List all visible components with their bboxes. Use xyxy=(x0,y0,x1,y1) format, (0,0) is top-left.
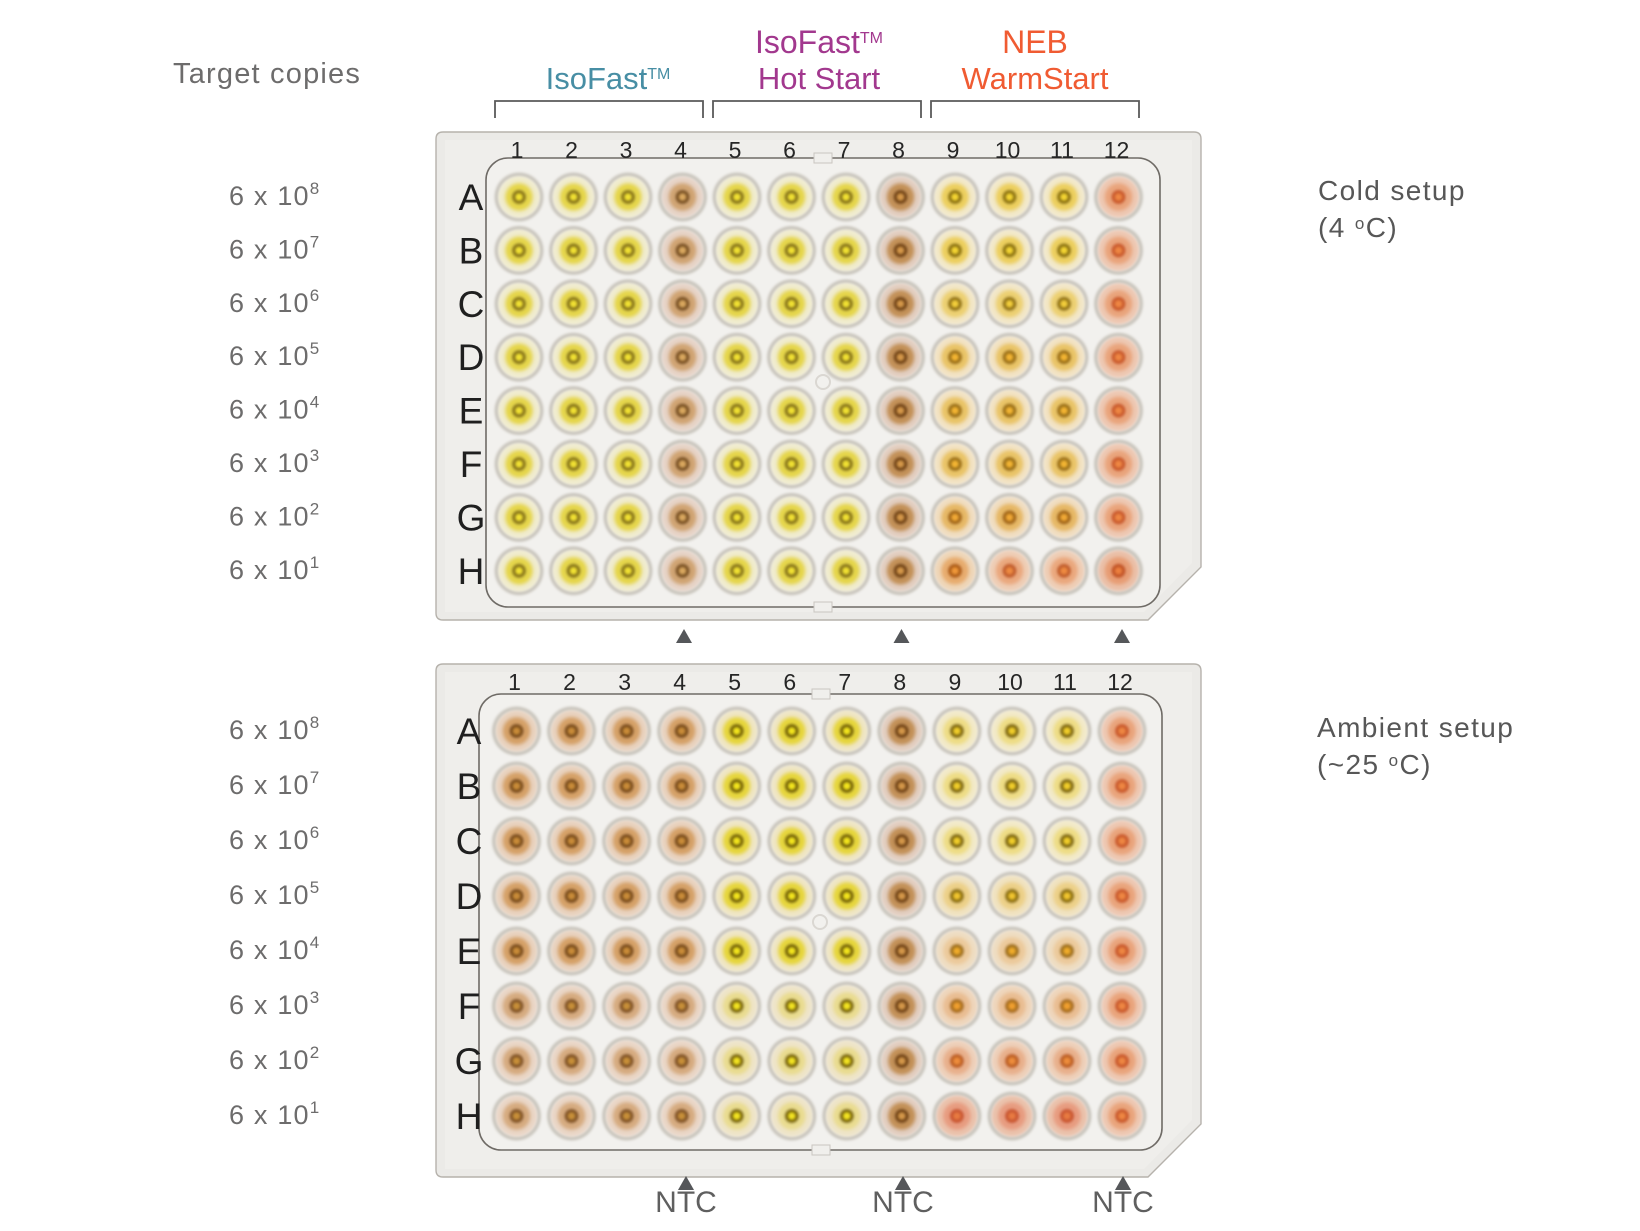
svg-text:6 x 103: 6 x 103 xyxy=(229,446,320,478)
svg-text:1: 1 xyxy=(508,669,521,695)
svg-text:7: 7 xyxy=(838,137,851,163)
svg-text:F: F xyxy=(458,986,481,1027)
svg-text:6: 6 xyxy=(783,669,796,695)
svg-text:11: 11 xyxy=(1050,137,1074,163)
svg-text:(4 oC): (4 oC) xyxy=(1318,212,1398,243)
svg-text:A: A xyxy=(459,177,484,218)
svg-text:(~25 oC): (~25 oC) xyxy=(1317,749,1432,780)
svg-text:G: G xyxy=(457,497,486,538)
svg-text:6 x 102: 6 x 102 xyxy=(229,499,320,531)
svg-text:Ambient setup: Ambient setup xyxy=(1317,712,1514,743)
svg-text:5: 5 xyxy=(728,669,741,695)
svg-text:6 x 101: 6 x 101 xyxy=(229,1098,320,1130)
svg-text:NTC: NTC xyxy=(655,1186,717,1219)
svg-text:1: 1 xyxy=(511,137,524,163)
svg-text:6 x 107: 6 x 107 xyxy=(229,768,320,800)
svg-text:WarmStart: WarmStart xyxy=(962,61,1109,96)
svg-text:8: 8 xyxy=(892,137,905,163)
svg-text:6 x 106: 6 x 106 xyxy=(229,286,320,318)
svg-text:4: 4 xyxy=(673,669,686,695)
svg-text:7: 7 xyxy=(838,669,851,695)
svg-text:Hot Start: Hot Start xyxy=(758,61,881,96)
svg-text:6 x 106: 6 x 106 xyxy=(229,823,320,855)
svg-text:9: 9 xyxy=(947,137,960,163)
svg-text:10: 10 xyxy=(995,137,1021,163)
svg-text:2: 2 xyxy=(563,669,576,695)
svg-text:6 x 108: 6 x 108 xyxy=(229,713,320,745)
svg-text:NEB: NEB xyxy=(1002,24,1068,60)
svg-text:A: A xyxy=(457,711,482,752)
svg-text:9: 9 xyxy=(949,669,962,695)
svg-text:D: D xyxy=(458,337,485,378)
svg-text:4: 4 xyxy=(674,137,687,163)
svg-text:H: H xyxy=(458,551,485,592)
svg-text:11: 11 xyxy=(1053,669,1077,695)
svg-text:3: 3 xyxy=(620,137,633,163)
svg-text:6 x 105: 6 x 105 xyxy=(229,878,320,910)
svg-text:6: 6 xyxy=(783,137,796,163)
svg-text:6 x 105: 6 x 105 xyxy=(229,339,320,371)
svg-text:NTC: NTC xyxy=(1092,1186,1154,1219)
svg-text:6 x 101: 6 x 101 xyxy=(229,553,320,585)
svg-text:B: B xyxy=(457,766,482,807)
svg-text:H: H xyxy=(456,1096,483,1137)
svg-text:6 x 108: 6 x 108 xyxy=(229,179,320,211)
svg-text:Target copies: Target copies xyxy=(173,58,361,90)
svg-text:6 x 104: 6 x 104 xyxy=(229,393,320,425)
svg-text:6 x 104: 6 x 104 xyxy=(229,933,320,965)
svg-text:B: B xyxy=(459,230,484,271)
svg-text:NTC: NTC xyxy=(872,1186,934,1219)
svg-text:C: C xyxy=(458,284,485,325)
svg-text:10: 10 xyxy=(997,669,1023,695)
svg-text:G: G xyxy=(455,1041,484,1082)
svg-text:6 x 102: 6 x 102 xyxy=(229,1043,320,1075)
svg-text:8: 8 xyxy=(893,669,906,695)
svg-text:E: E xyxy=(459,391,484,432)
svg-text:12: 12 xyxy=(1104,137,1130,163)
svg-text:E: E xyxy=(457,931,482,972)
svg-text:Cold setup: Cold setup xyxy=(1318,175,1466,206)
svg-text:3: 3 xyxy=(618,669,631,695)
svg-text:6 x 103: 6 x 103 xyxy=(229,988,320,1020)
svg-text:D: D xyxy=(456,876,483,917)
svg-text:F: F xyxy=(460,444,483,485)
svg-text:5: 5 xyxy=(729,137,742,163)
svg-text:C: C xyxy=(456,821,483,862)
svg-text:6 x 107: 6 x 107 xyxy=(229,232,320,264)
svg-text:2: 2 xyxy=(565,137,578,163)
svg-text:12: 12 xyxy=(1107,669,1133,695)
